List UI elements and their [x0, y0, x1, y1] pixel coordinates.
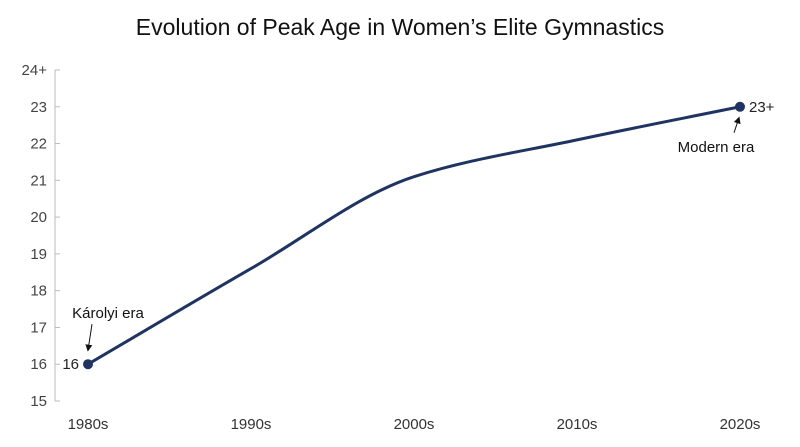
annotation-arrow	[733, 116, 741, 133]
x-tick-label: 2010s	[557, 416, 598, 433]
data-point-label: 23+	[749, 99, 775, 116]
annotation-group: Károlyi era Modern era	[72, 116, 755, 352]
x-tick-label: 1990s	[231, 416, 272, 433]
annotation-label: Károlyi era	[72, 305, 144, 322]
y-tick-label: 18	[30, 283, 47, 300]
chart-title: Evolution of Peak Age in Women’s Elite G…	[135, 14, 665, 40]
y-tick-label: 21	[30, 172, 47, 189]
y-axis: 15 16 17 18 19 20 21 22 23 24+	[22, 62, 60, 410]
y-tick-label: 24+	[22, 62, 48, 79]
y-tick-label: 15	[30, 393, 47, 410]
y-tick-label: 23	[30, 99, 47, 116]
x-tick-label: 2020s	[720, 416, 761, 433]
y-tick-label: 19	[30, 246, 47, 263]
y-tick-label: 20	[30, 209, 47, 226]
series-group: 16 23+	[62, 99, 774, 373]
data-point-marker	[83, 359, 93, 370]
data-point-label: 16	[62, 356, 79, 373]
y-tick-label: 16	[30, 356, 47, 373]
annotation-label: Modern era	[678, 139, 755, 156]
x-tick-label: 1980s	[68, 416, 109, 433]
y-tick-label: 17	[30, 319, 47, 336]
annotation-arrow	[85, 324, 93, 352]
y-tick-label: 22	[30, 136, 47, 153]
x-tick-label: 2000s	[394, 416, 435, 433]
data-point-marker	[735, 101, 745, 112]
series-line	[86, 105, 742, 366]
x-axis: 1980s 1990s 2000s 2010s 2020s	[68, 416, 761, 433]
